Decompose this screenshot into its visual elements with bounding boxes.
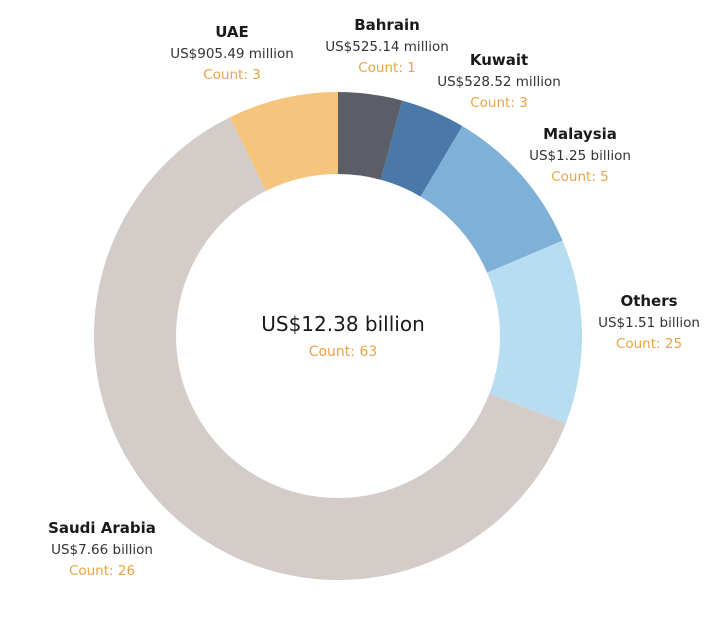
slice-value-saudi-arabia: US$7.66 billion bbox=[51, 542, 153, 558]
slice-label-kuwait: Kuwait bbox=[470, 51, 528, 69]
center-count-label: Count: 63 bbox=[309, 344, 378, 360]
label-group-others: Others US$1.51 billion Count: 25 bbox=[598, 292, 700, 352]
slice-uae[interactable] bbox=[229, 92, 338, 191]
slice-label-saudi-arabia: Saudi Arabia bbox=[48, 519, 156, 537]
slice-label-bahrain: Bahrain bbox=[354, 16, 420, 34]
slice-label-uae: UAE bbox=[215, 23, 249, 41]
slice-bahrain[interactable] bbox=[338, 92, 403, 180]
slice-count-saudi-arabia: Count: 26 bbox=[69, 563, 135, 579]
slice-label-malaysia: Malaysia bbox=[543, 125, 617, 143]
label-group-uae: UAE US$905.49 million Count: 3 bbox=[170, 23, 294, 83]
slice-count-bahrain: Count: 1 bbox=[358, 60, 416, 76]
slice-count-kuwait: Count: 3 bbox=[470, 95, 528, 111]
slices-layer bbox=[93, 92, 583, 581]
label-group-malaysia: Malaysia US$1.25 billion Count: 5 bbox=[529, 125, 631, 185]
slice-kuwait[interactable] bbox=[380, 100, 463, 197]
slice-value-others: US$1.51 billion bbox=[598, 315, 700, 331]
slice-count-uae: Count: 3 bbox=[203, 67, 261, 83]
slice-malaysia[interactable] bbox=[420, 126, 563, 273]
slice-value-bahrain: US$525.14 million bbox=[325, 39, 449, 55]
labels-layer: Bahrain US$525.14 million Count: 1 Kuwait US… bbox=[48, 16, 700, 579]
label-group-kuwait: Kuwait US$528.52 million Count: 3 bbox=[437, 51, 561, 111]
slice-saudi-arabia[interactable] bbox=[93, 117, 566, 581]
center-total-label: US$12.38 billion bbox=[261, 312, 425, 336]
slice-label-others: Others bbox=[620, 292, 677, 310]
label-group-bahrain: Bahrain US$525.14 million Count: 1 bbox=[325, 16, 449, 76]
slice-value-malaysia: US$1.25 billion bbox=[529, 148, 631, 164]
slice-value-uae: US$905.49 million bbox=[170, 46, 294, 62]
label-group-saudi-arabia: Saudi Arabia US$7.66 billion Count: 26 bbox=[48, 519, 156, 579]
slice-count-others: Count: 25 bbox=[616, 336, 682, 352]
slice-others[interactable] bbox=[487, 240, 583, 424]
slice-value-kuwait: US$528.52 million bbox=[437, 74, 561, 90]
slice-count-malaysia: Count: 5 bbox=[551, 169, 609, 185]
